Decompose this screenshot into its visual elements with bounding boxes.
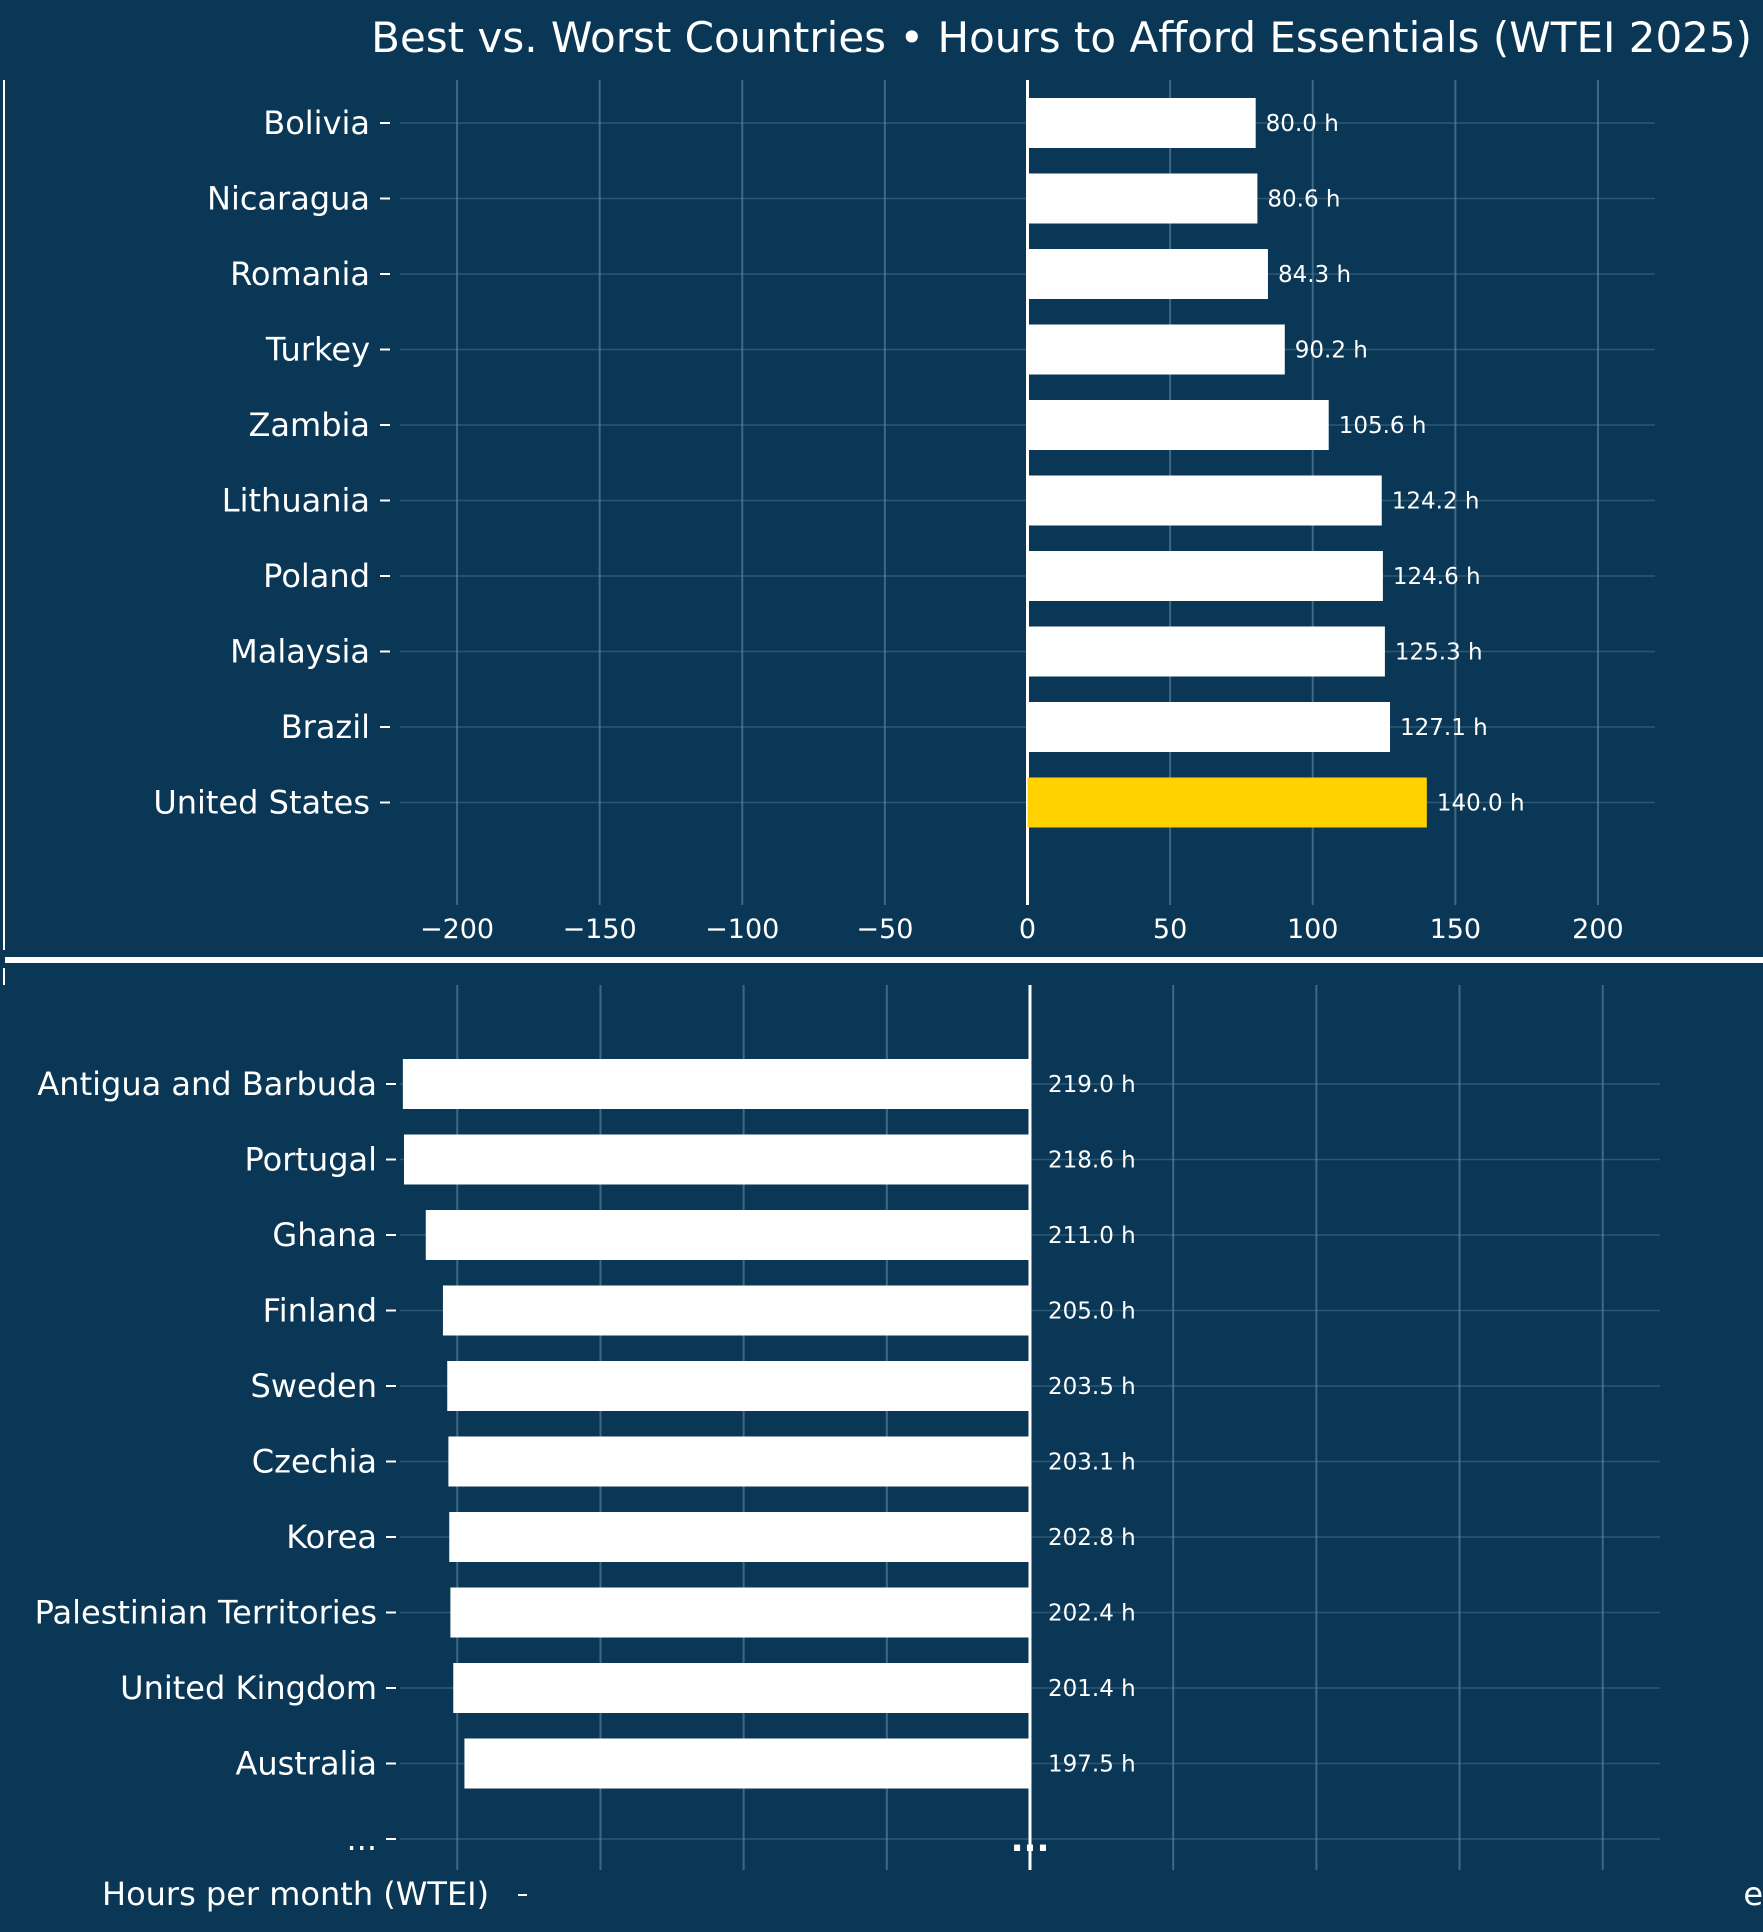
bottom-bar-value-label: 203.5 h — [1048, 1374, 1136, 1400]
bottom-bar-value-label: 211.0 h — [1048, 1223, 1136, 1249]
continuation-marker: ... — [1011, 1820, 1050, 1860]
top-bar — [1027, 475, 1382, 526]
top-bar — [1027, 777, 1427, 828]
bottom-bar — [449, 1512, 1031, 1562]
top-x-tick-label: 50 — [1153, 914, 1187, 945]
bottom-bar-value-label: 202.4 h — [1048, 1601, 1136, 1627]
top-bar — [1027, 551, 1383, 601]
bottom-bar — [448, 1436, 1030, 1487]
top-x-tick-label: 100 — [1287, 914, 1339, 945]
top-category-label: Bolivia — [263, 104, 370, 142]
top-bar-value-label: 84.3 h — [1278, 262, 1351, 288]
top-x-tick-label: 200 — [1572, 914, 1624, 945]
top-x-tick-label: −150 — [563, 914, 637, 945]
bottom-category-label: Antigua and Barbuda — [37, 1065, 377, 1103]
bottom-bar — [442, 1285, 1030, 1336]
chart-title: Best vs. Worst Countries • Hours to Affo… — [371, 13, 1752, 62]
top-bar-value-label: 90.2 h — [1295, 338, 1368, 364]
bottom-bar — [425, 1210, 1031, 1260]
bottom-category-label: Portugal — [244, 1141, 377, 1179]
bottom-category-label: Ghana — [272, 1216, 377, 1254]
top-x-tick-label: 150 — [1430, 914, 1482, 945]
top-bar — [1027, 98, 1256, 148]
bottom-bar-value-label: 203.1 h — [1048, 1450, 1136, 1476]
bottom-bar — [402, 1059, 1030, 1109]
bottom-category-label: Australia — [235, 1745, 377, 1783]
bottom-panel-worst: 219.0 h Antigua and Barbuda 218.6 h Portuga… — [3, 968, 1763, 1913]
bottom-bar — [450, 1587, 1030, 1638]
top-bar-value-label: 124.2 h — [1392, 489, 1480, 515]
top-bar — [1027, 702, 1391, 752]
bottom-bar-value-label: 219.0 h — [1048, 1072, 1136, 1098]
top-category-label: Nicaragua — [207, 180, 370, 218]
top-bar-value-label: 140.0 h — [1437, 791, 1525, 817]
top-category-label: United States — [153, 784, 370, 822]
top-category-label: Poland — [263, 557, 370, 595]
bottom-bar-value-label: 205.0 h — [1048, 1299, 1136, 1325]
top-category-label: Lithuania — [222, 482, 370, 520]
bottom-category-label: Czechia — [252, 1443, 377, 1481]
bottom-bar — [404, 1134, 1030, 1185]
top-category-label: Romania — [230, 255, 370, 293]
bottom-bar-value-label: 201.4 h — [1048, 1676, 1136, 1702]
bottom-category-label: Korea — [286, 1518, 377, 1556]
top-x-tick-label: −200 — [420, 914, 494, 945]
bottom-edge-text: e — [1743, 1875, 1763, 1913]
bottom-bar — [447, 1361, 1030, 1411]
top-bar — [1027, 400, 1329, 450]
top-x-tick-label: −50 — [856, 914, 913, 945]
top-category-label: Malaysia — [230, 633, 370, 671]
bottom-bar-value-label: 202.8 h — [1048, 1525, 1136, 1551]
top-bar-value-label: 80.6 h — [1267, 187, 1340, 213]
top-bar — [1027, 626, 1385, 677]
top-panel-best: −200 −150 −100 −50 0 50 100 150 200 80.0 h Bolivia… — [3, 80, 1655, 950]
bottom-category-label: Palestinian Territories — [35, 1594, 377, 1632]
top-bar-value-label: 127.1 h — [1400, 715, 1488, 741]
top-bar-value-label: 124.6 h — [1393, 564, 1481, 590]
bottom-bar — [464, 1738, 1030, 1789]
top-bar — [1027, 249, 1268, 299]
bottom-bar-value-label: 218.6 h — [1048, 1148, 1136, 1174]
bottom-category-label: Finland — [263, 1292, 377, 1330]
top-bar-value-label: 125.3 h — [1395, 640, 1483, 666]
bottom-category-label: ... — [346, 1820, 377, 1858]
bottom-category-label: United Kingdom — [120, 1669, 377, 1707]
top-bar-value-label: 80.0 h — [1266, 111, 1339, 137]
top-bar — [1027, 324, 1285, 375]
bottom-bar-value-label: 197.5 h — [1048, 1752, 1136, 1778]
top-category-label: Brazil — [281, 708, 370, 746]
bottom-bar — [453, 1663, 1030, 1713]
top-category-label: Zambia — [248, 406, 370, 444]
bottom-x-axis-label: Hours per month (WTEI) — [102, 1875, 489, 1913]
bottom-category-label: Sweden — [251, 1367, 377, 1405]
top-x-tick-label: −100 — [705, 914, 779, 945]
top-bar — [1027, 173, 1258, 224]
top-x-tick-label: 0 — [1019, 914, 1036, 945]
top-category-label: Turkey — [265, 331, 370, 369]
top-bar-value-label: 105.6 h — [1339, 413, 1427, 439]
